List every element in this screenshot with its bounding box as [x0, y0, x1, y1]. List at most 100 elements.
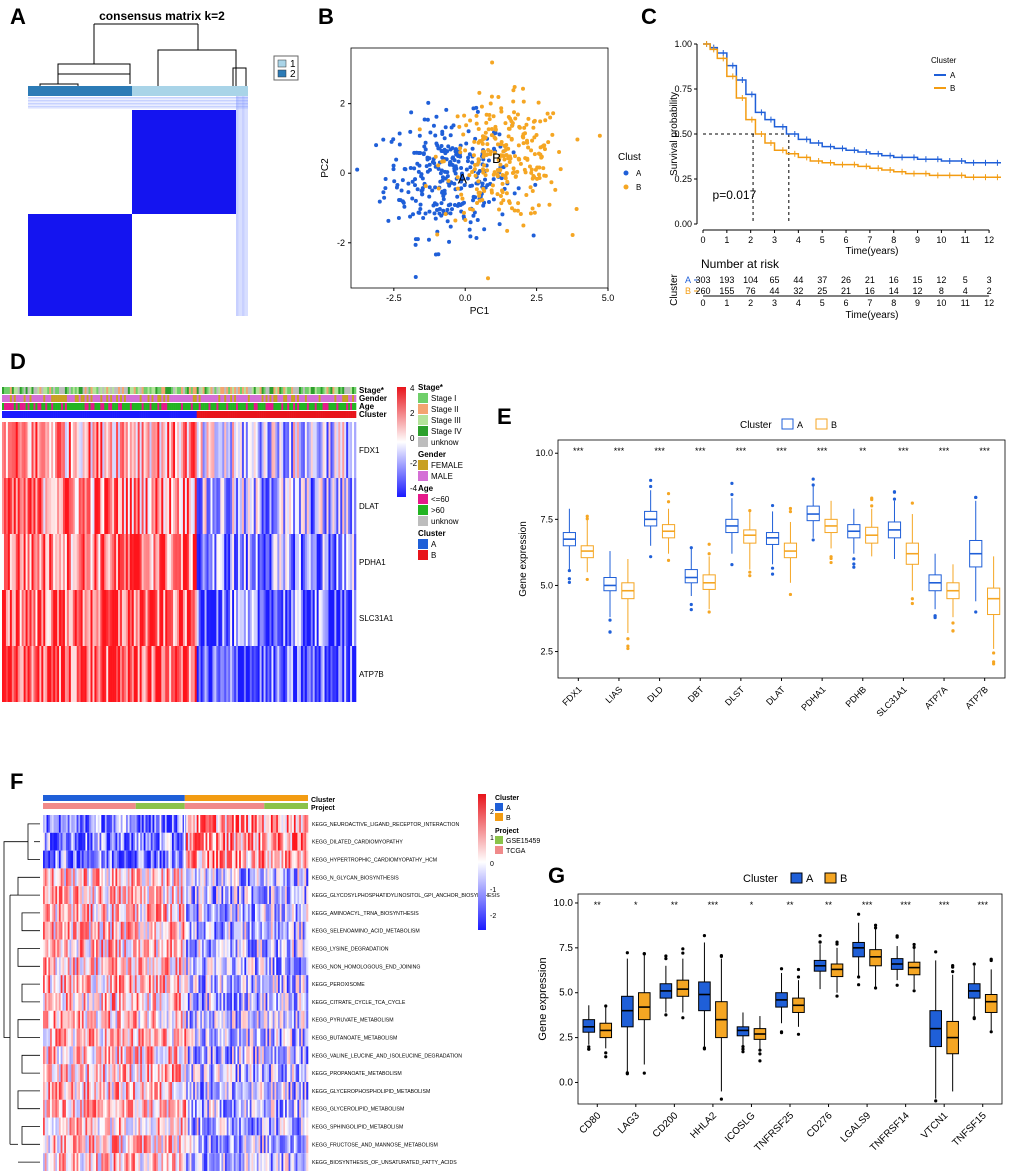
outlier-point [666, 500, 671, 504]
heat-cell [55, 1082, 58, 1100]
heat-cell [64, 815, 67, 833]
heat-cell [127, 832, 130, 851]
heat-cell [202, 939, 205, 958]
age-cell [259, 403, 262, 410]
heat-cell [143, 993, 146, 1011]
cluster-cell [62, 411, 66, 418]
gender-cell [324, 395, 327, 402]
heat-cell [69, 850, 72, 869]
heat-cell [279, 1010, 282, 1029]
heat-cell [300, 478, 304, 534]
heat-cell [154, 1028, 157, 1047]
heat-cell [169, 422, 172, 478]
heat-cell [55, 1064, 58, 1082]
heat-cell [163, 921, 166, 940]
stage-cell [216, 387, 219, 394]
cluster-cell [106, 411, 109, 418]
scatter-point [397, 131, 402, 136]
cluster-cell [64, 411, 68, 418]
heat-cell [80, 1046, 83, 1065]
heat-cell [191, 993, 194, 1011]
gender-cell [49, 395, 52, 402]
heat-cell [141, 590, 144, 646]
age-cell [151, 403, 154, 410]
heat-cell [65, 1046, 69, 1065]
heat-cell [68, 590, 72, 646]
heat-cell [182, 534, 186, 590]
gender-cell [188, 395, 192, 402]
heat-cell [255, 850, 258, 869]
heat-cell [277, 975, 281, 993]
heat-cell [13, 422, 17, 478]
heat-cell [293, 957, 296, 976]
stage-cell [204, 387, 207, 394]
heat-cell [221, 868, 224, 887]
age-cell [298, 403, 302, 410]
scatter-point [492, 135, 497, 140]
heat-cell [292, 868, 295, 887]
stage-cell [330, 387, 333, 394]
heat-cell [139, 422, 142, 478]
legend-swatch [418, 426, 428, 436]
heat-cell [194, 850, 197, 869]
heat-cell [69, 921, 72, 940]
heat-cell [85, 957, 88, 976]
heat-cell [208, 590, 211, 646]
stage-cell [151, 387, 154, 394]
heat-cell [193, 904, 196, 922]
heat-cell [65, 1010, 69, 1029]
heat-cell [110, 886, 113, 904]
heat-cell [67, 1064, 70, 1082]
scatter-point [442, 136, 447, 141]
significance-label: *** [614, 446, 625, 456]
legend-label-B: B [831, 420, 837, 430]
heat-cell [60, 886, 63, 904]
age-cell [131, 403, 135, 410]
stage-cell [253, 387, 256, 394]
heat-cell [265, 886, 268, 904]
heat-cell [297, 939, 300, 958]
heat-cell [179, 590, 182, 646]
heat-cell [74, 1010, 77, 1029]
heat-cell [304, 832, 307, 851]
heat-cell [111, 815, 114, 833]
heat-cell [187, 1046, 190, 1065]
heat-cell [205, 904, 208, 922]
significance-label: *** [939, 446, 950, 456]
scatter-point [448, 133, 453, 138]
cluster-cell [175, 411, 178, 418]
heat-cell [191, 832, 194, 851]
heat-cell [322, 590, 325, 646]
heat-cell [96, 832, 99, 851]
heat-cell [196, 646, 199, 702]
gsva-heatmap [43, 815, 309, 1171]
scatter-point [426, 100, 431, 105]
heat-cell [99, 921, 102, 940]
heat-cell [106, 815, 109, 833]
heat-cell [129, 975, 132, 993]
heat-cell [179, 1010, 182, 1029]
heat-cell [46, 993, 49, 1011]
heat-cell [273, 478, 276, 534]
gender-cell [259, 395, 262, 402]
heat-cell [291, 478, 294, 534]
heat-cell [143, 957, 146, 976]
heat-cell [131, 868, 134, 887]
heat-cell [167, 422, 170, 478]
legend-label: unknow [431, 438, 459, 447]
heat-cell [300, 921, 303, 940]
heat-cell [242, 1064, 245, 1082]
heat-cell [193, 1064, 196, 1082]
heat-cell [258, 904, 261, 922]
heat-cell [61, 534, 64, 590]
heat-cell [67, 904, 70, 922]
heat-cell [131, 534, 135, 590]
scatter-point [496, 94, 501, 99]
cluster-cell [247, 411, 251, 418]
heat-cell [163, 1028, 166, 1047]
heat-cell [263, 646, 266, 702]
heat-cell [154, 939, 157, 958]
panel-letter-f: F [10, 769, 24, 794]
heat-cell [283, 975, 286, 993]
heat-cell [239, 534, 243, 590]
